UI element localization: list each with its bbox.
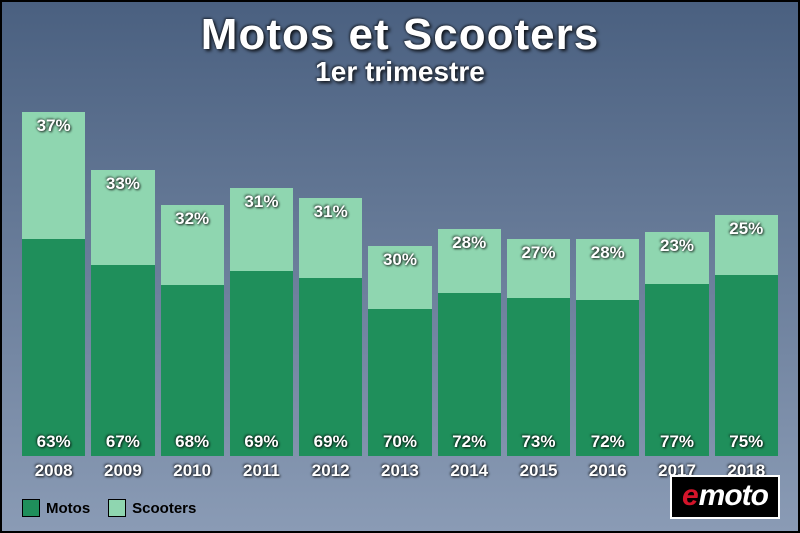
legend-swatch <box>108 499 126 517</box>
bar-column: 33% 67% <box>91 112 154 456</box>
bar-stack: 31% 69% <box>230 188 293 456</box>
bar-column: 31% 69% <box>299 112 362 456</box>
logo-letter-e: e <box>682 481 699 511</box>
bar-segment-scooters: 27% <box>507 239 570 298</box>
bar-segment-motos: 72% <box>438 293 501 456</box>
bar-label-motos: 75% <box>715 432 778 452</box>
bar-segment-motos: 67% <box>91 265 154 456</box>
bar-segment-motos: 63% <box>22 239 85 456</box>
bar-label-motos: 72% <box>576 432 639 452</box>
bar-segment-scooters: 31% <box>299 198 362 278</box>
legend-item: Scooters <box>108 499 196 517</box>
x-axis-label: 2011 <box>230 461 293 481</box>
bar-stack: 27% 73% <box>507 239 570 456</box>
bar-segment-motos: 69% <box>230 271 293 456</box>
legend-label: Scooters <box>132 500 196 517</box>
x-axis-label: 2016 <box>576 461 639 481</box>
bar-stack: 23% 77% <box>645 232 708 456</box>
bar-stack: 30% 70% <box>368 246 431 456</box>
bar-label-motos: 73% <box>507 432 570 452</box>
chart-subtitle: 1er trimestre <box>2 56 798 88</box>
bar-segment-motos: 69% <box>299 278 362 456</box>
x-axis-labels: 2008200920102011201220132014201520162017… <box>22 461 778 481</box>
x-axis-label: 2015 <box>507 461 570 481</box>
bar-label-scooters: 25% <box>715 219 778 239</box>
bar-stack: 25% 75% <box>715 215 778 456</box>
bar-label-motos: 69% <box>230 432 293 452</box>
legend-swatch <box>22 499 40 517</box>
chart-title: Motos et Scooters <box>2 2 798 60</box>
bar-label-scooters: 37% <box>22 116 85 136</box>
bar-column: 32% 68% <box>161 112 224 456</box>
bar-label-scooters: 28% <box>576 243 639 263</box>
bar-segment-scooters: 30% <box>368 246 431 309</box>
bar-segment-scooters: 28% <box>576 239 639 300</box>
bar-segment-scooters: 32% <box>161 205 224 285</box>
logo-text-moto: moto <box>699 481 768 511</box>
bar-segment-motos: 73% <box>507 298 570 456</box>
bar-label-motos: 77% <box>645 432 708 452</box>
legend-label: Motos <box>46 500 90 517</box>
bar-segment-scooters: 33% <box>91 170 154 264</box>
chart-area: 37% 63% 33% 67% 32% 68% 31% 69% 31% 69% 30% 70% 28% 7… <box>22 112 778 456</box>
bar-stack: 32% 68% <box>161 205 224 456</box>
bar-label-motos: 72% <box>438 432 501 452</box>
bar-stack: 31% 69% <box>299 198 362 456</box>
bar-stack: 33% 67% <box>91 170 154 456</box>
bar-column: 31% 69% <box>230 112 293 456</box>
bar-column: 25% 75% <box>715 112 778 456</box>
bar-segment-scooters: 31% <box>230 188 293 271</box>
bar-segment-motos: 72% <box>576 300 639 456</box>
bar-segment-motos: 75% <box>715 275 778 456</box>
chart-container: Motos et Scooters 1er trimestre 37% 63% 33… <box>0 0 800 533</box>
logo-emoto: emoto <box>670 475 780 519</box>
x-axis-label: 2009 <box>91 461 154 481</box>
bar-column: 27% 73% <box>507 112 570 456</box>
bar-label-motos: 63% <box>22 432 85 452</box>
bar-label-scooters: 31% <box>299 202 362 222</box>
bar-column: 23% 77% <box>645 112 708 456</box>
bar-label-scooters: 28% <box>438 233 501 253</box>
x-axis-label: 2014 <box>438 461 501 481</box>
bar-label-scooters: 27% <box>507 243 570 263</box>
bar-stack: 28% 72% <box>438 229 501 456</box>
bar-column: 28% 72% <box>576 112 639 456</box>
bar-segment-scooters: 25% <box>715 215 778 275</box>
x-axis-label: 2013 <box>368 461 431 481</box>
bar-label-motos: 67% <box>91 432 154 452</box>
legend-item: Motos <box>22 499 90 517</box>
bar-label-scooters: 31% <box>230 192 293 212</box>
legend: Motos Scooters <box>22 499 196 517</box>
bar-label-motos: 69% <box>299 432 362 452</box>
x-axis-label: 2010 <box>161 461 224 481</box>
bar-segment-motos: 70% <box>368 309 431 456</box>
bar-segment-motos: 77% <box>645 284 708 456</box>
bar-label-scooters: 23% <box>645 236 708 256</box>
bar-label-scooters: 32% <box>161 209 224 229</box>
bar-segment-scooters: 37% <box>22 112 85 239</box>
bar-label-scooters: 30% <box>368 250 431 270</box>
bar-segment-scooters: 28% <box>438 229 501 293</box>
bar-column: 37% 63% <box>22 112 85 456</box>
bar-label-motos: 68% <box>161 432 224 452</box>
bar-segment-scooters: 23% <box>645 232 708 283</box>
x-axis-label: 2008 <box>22 461 85 481</box>
bar-column: 30% 70% <box>368 112 431 456</box>
bar-stack: 37% 63% <box>22 112 85 456</box>
bar-column: 28% 72% <box>438 112 501 456</box>
x-axis-label: 2012 <box>299 461 362 481</box>
bar-label-scooters: 33% <box>91 174 154 194</box>
bar-stack: 28% 72% <box>576 239 639 456</box>
bar-segment-motos: 68% <box>161 285 224 456</box>
bar-label-motos: 70% <box>368 432 431 452</box>
